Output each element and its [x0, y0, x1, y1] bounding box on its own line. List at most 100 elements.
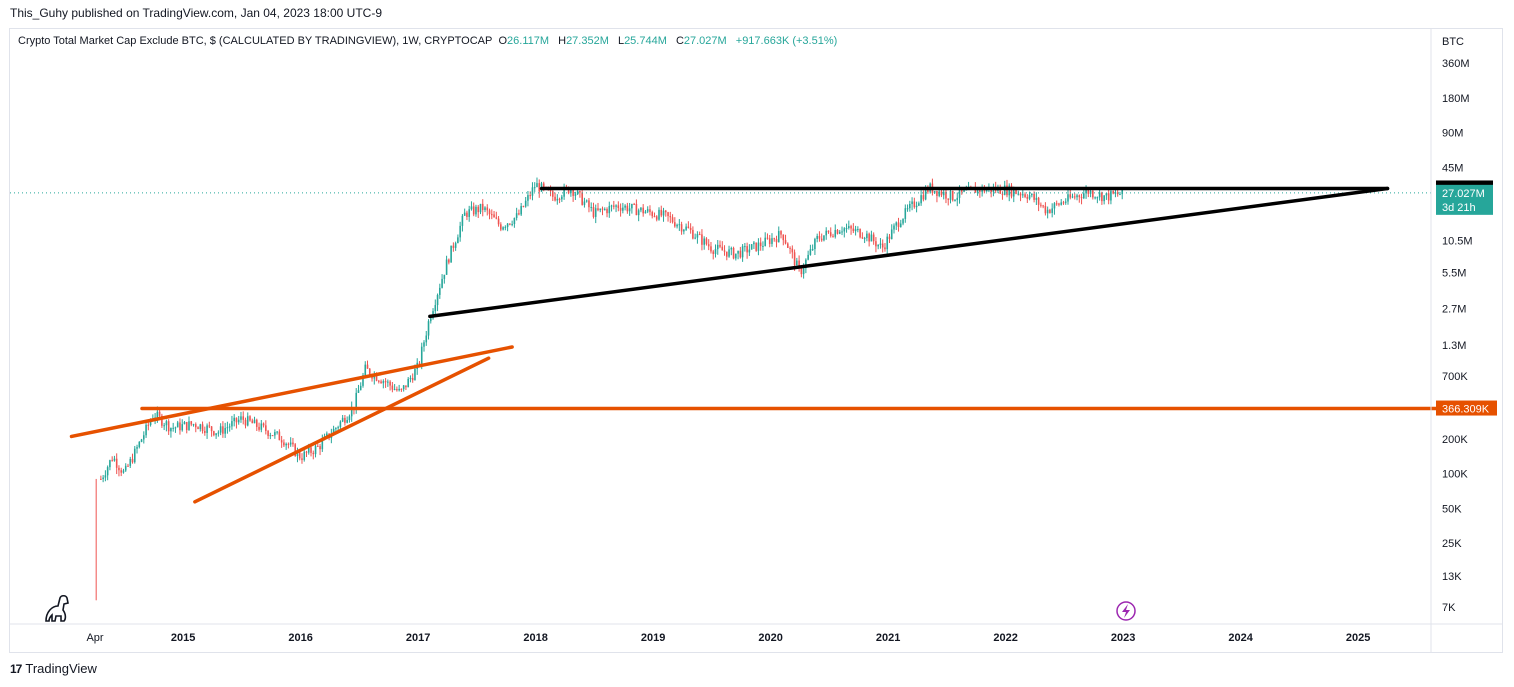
candle-body [728, 249, 730, 257]
candle-body [409, 377, 412, 379]
candle [1019, 192, 1022, 202]
price-label-box [1436, 184, 1493, 215]
candle-body [703, 238, 705, 245]
open-label: O [498, 35, 508, 47]
candle [888, 233, 891, 244]
candle [362, 372, 364, 388]
y-tick-label: 100K [1442, 469, 1468, 481]
candle-body [646, 209, 649, 212]
candle [389, 380, 391, 391]
candle-body [798, 260, 800, 267]
candle [556, 194, 559, 205]
candle [181, 419, 184, 432]
candle [518, 209, 520, 216]
candle [391, 381, 394, 393]
candle [115, 453, 118, 475]
candle [814, 237, 816, 255]
candle-body [423, 342, 425, 347]
candle [109, 459, 111, 471]
candle-body [710, 246, 712, 252]
candle [845, 223, 848, 233]
chart-frame[interactable] [9, 28, 1503, 653]
candle [922, 190, 925, 202]
candle-body [719, 244, 721, 247]
candle [251, 418, 254, 424]
candle-body [165, 421, 168, 426]
candle-body [224, 428, 226, 434]
candle-body [138, 441, 141, 448]
candle-body [631, 203, 633, 209]
candle-body [439, 287, 441, 295]
candle-body [628, 208, 631, 212]
candle-body [400, 388, 403, 390]
candle-body [533, 187, 536, 189]
candle-body [664, 210, 667, 213]
candle [875, 237, 877, 253]
x-tick-label: 2018 [523, 632, 547, 644]
symbol-name[interactable]: Crypto Total Market Cap Exclude BTC, $ (… [18, 35, 493, 47]
candle [1026, 194, 1029, 203]
candle [579, 190, 581, 198]
candle-body [1103, 195, 1105, 202]
candle-body [217, 432, 220, 434]
candle-body [475, 206, 477, 215]
candle-body [536, 183, 538, 188]
candle-body [131, 458, 134, 463]
candle [644, 209, 647, 214]
candle [102, 474, 104, 483]
footer-brand[interactable]: 17 TradingView [10, 661, 97, 676]
candle-body [653, 216, 656, 218]
candle [1060, 199, 1063, 206]
candle [506, 223, 509, 232]
candle-body [825, 230, 828, 236]
candle [265, 420, 267, 435]
candle-body [884, 247, 886, 250]
candle [463, 208, 466, 216]
candle-body [359, 385, 362, 391]
price-label-box [1436, 400, 1497, 416]
candle [1058, 202, 1060, 207]
candle-body [185, 422, 188, 431]
candle-body [1085, 189, 1087, 194]
candle-body [213, 431, 215, 436]
candle-body [1080, 197, 1083, 199]
candle [167, 419, 170, 435]
candle [768, 235, 771, 248]
candle [481, 199, 484, 217]
candle [382, 379, 385, 389]
candle-body [378, 380, 380, 382]
candle-body [800, 266, 803, 275]
change-value: +917.663K (+3.51%) [735, 35, 838, 47]
candle-body [339, 421, 342, 428]
candle-body [1008, 185, 1011, 196]
candle [735, 253, 737, 261]
candle-body [1119, 194, 1121, 196]
candle-body [204, 430, 206, 433]
brand-name: TradingView [25, 661, 97, 676]
candle [637, 208, 640, 222]
candle-body [441, 278, 443, 288]
candle-body [667, 212, 669, 217]
candle-body [766, 237, 769, 239]
candle-body [495, 217, 498, 219]
candle-body [488, 210, 491, 215]
candle-body [572, 188, 574, 196]
candle [249, 415, 251, 422]
candle-body [497, 218, 500, 225]
candle-body [888, 236, 891, 240]
candle [750, 244, 753, 250]
candle [1112, 190, 1114, 195]
candle-body [644, 211, 647, 214]
candle [138, 441, 141, 449]
candle-body [1067, 194, 1069, 202]
candle-body [1001, 193, 1004, 195]
candle [208, 421, 211, 429]
candle-body [913, 201, 916, 208]
open-value: 26.117M [507, 35, 550, 47]
candle [773, 237, 776, 242]
candle [1028, 191, 1031, 201]
candle-body [746, 246, 748, 253]
candle [956, 192, 959, 207]
candle-body [199, 424, 202, 430]
